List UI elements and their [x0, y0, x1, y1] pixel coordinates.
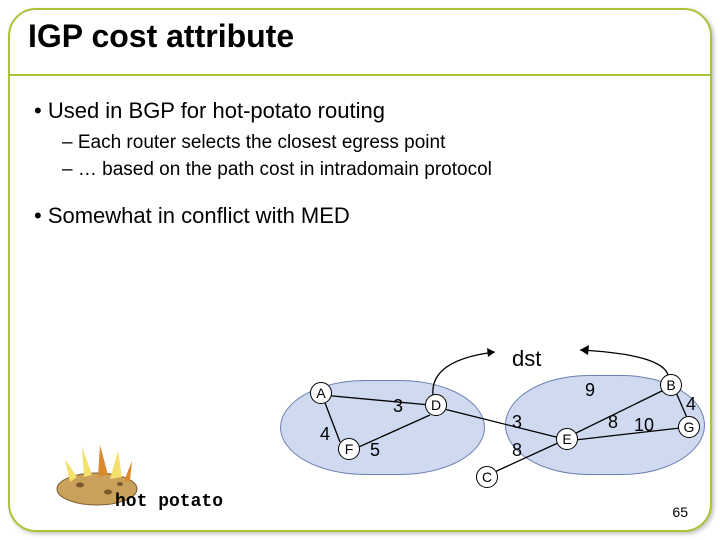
node-a: A: [310, 382, 332, 404]
bullet-1a: – Each router selects the closest egress…: [62, 130, 686, 156]
w-10: 10: [634, 415, 654, 436]
w-fd: 5: [370, 440, 380, 461]
hot-potato-label: hot potato: [115, 492, 223, 512]
node-d: D: [425, 394, 447, 416]
slide-card: IGP cost attribute • Used in BGP for hot…: [8, 8, 712, 532]
node-g: G: [678, 416, 700, 438]
network-diagram: dst A F D: [280, 340, 710, 520]
dst-label: dst: [512, 346, 541, 372]
node-c: C: [476, 466, 498, 488]
w-bg: 4: [686, 394, 696, 415]
node-f: F: [338, 438, 360, 460]
title-rule: [10, 74, 710, 76]
w-eb: 9: [585, 380, 595, 401]
bullet-2: • Somewhat in conflict with MED: [34, 201, 686, 231]
slide-content: • Used in BGP for hot-potato routing – E…: [34, 96, 686, 235]
w-af: 4: [320, 424, 330, 445]
bullet-1: • Used in BGP for hot-potato routing: [34, 96, 686, 126]
w-eg: 8: [608, 412, 618, 433]
node-b: B: [660, 374, 682, 396]
w-ce: 8: [512, 440, 522, 461]
slide-title: IGP cost attribute: [28, 18, 294, 55]
node-e: E: [556, 428, 578, 450]
bullet-1b: – … based on the path cost in intradomai…: [62, 157, 686, 183]
w-de: 3: [512, 412, 522, 433]
w-ad: 3: [393, 396, 403, 417]
